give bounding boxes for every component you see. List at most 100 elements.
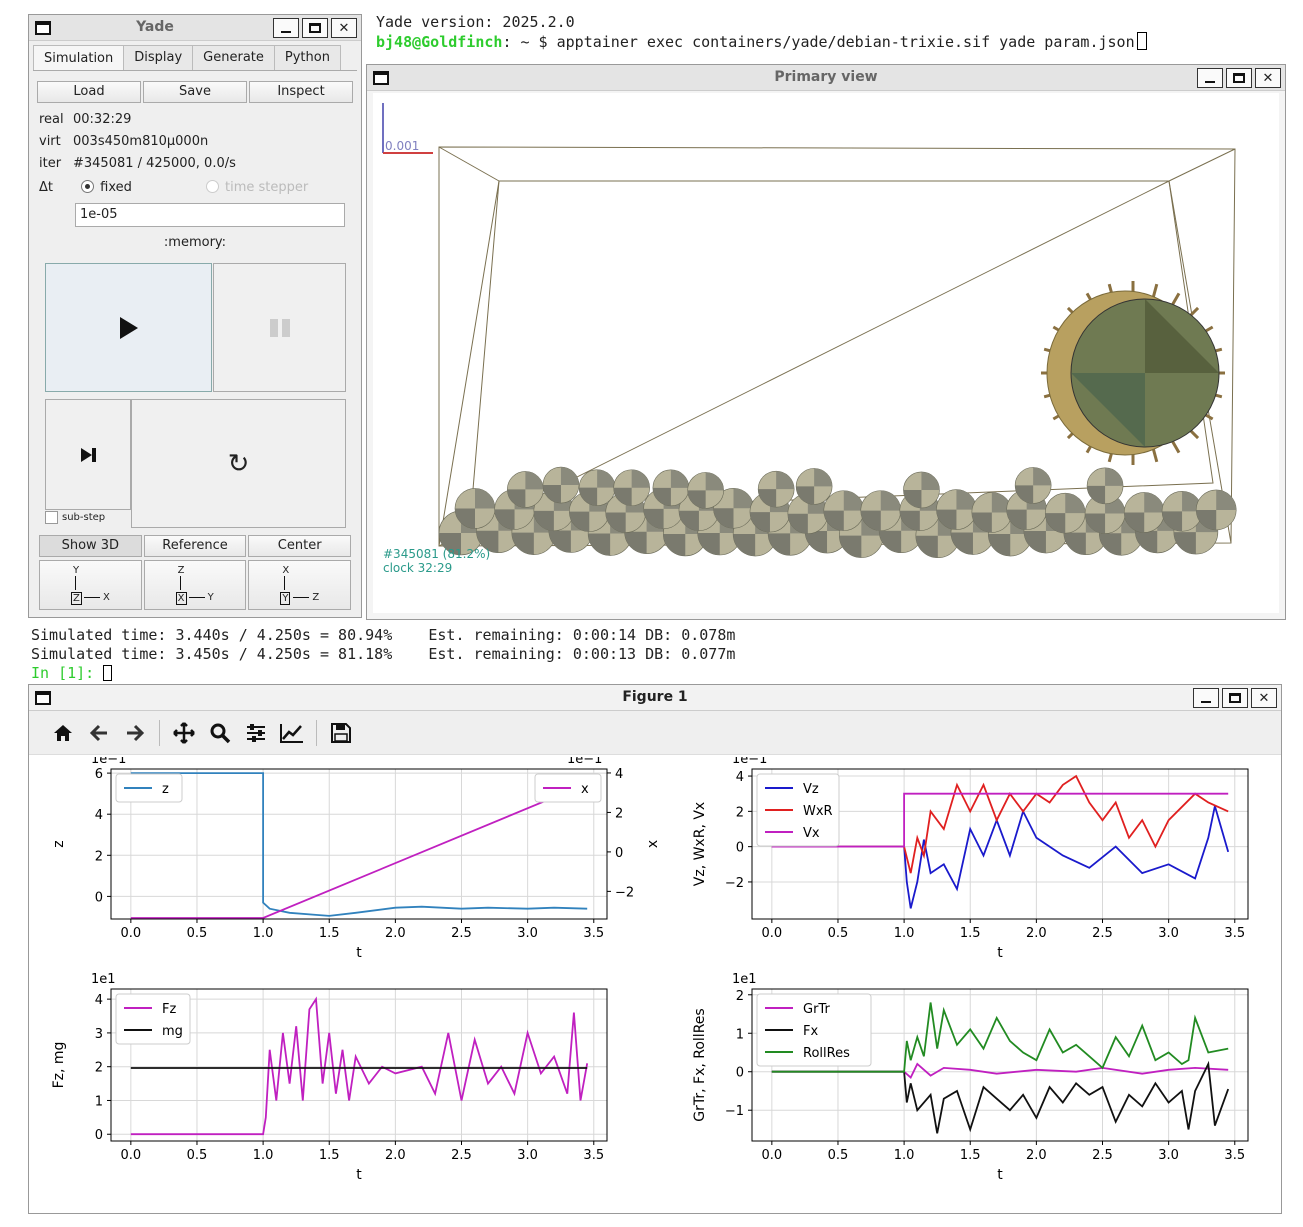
terminal-bottom[interactable]: Simulated time: 3.440s / 4.250s = 80.94%… xyxy=(28,626,1290,684)
view-xy-button[interactable]: Z X Y xyxy=(143,560,247,610)
x-tick-label: 1.5 xyxy=(960,1148,981,1163)
close-button[interactable]: ✕ xyxy=(1251,688,1277,708)
yade-titlebar[interactable]: Yade ✕ xyxy=(29,15,361,41)
show-3d-button[interactable]: Show 3D xyxy=(39,535,142,557)
pan-button[interactable] xyxy=(168,717,200,749)
particle-shade xyxy=(1006,509,1027,530)
close-button[interactable]: ✕ xyxy=(331,18,357,38)
center-button[interactable]: Center xyxy=(248,535,352,557)
window-menu-icon[interactable] xyxy=(35,691,51,705)
3d-viewport[interactable]: 0.001 #345081 (81.2%) clock 32:29 xyxy=(373,93,1279,613)
view-zx-button[interactable]: Y Z X xyxy=(39,560,142,610)
legend-label: Vx xyxy=(803,826,820,841)
particle-shade xyxy=(921,471,940,490)
terminal-prompt-path: : ~ $ xyxy=(502,33,557,51)
maximize-icon xyxy=(1229,693,1241,703)
legend-label: Fz xyxy=(162,1002,176,1017)
fixed-radio[interactable]: fixed xyxy=(81,177,132,199)
x-tick-label: 0.0 xyxy=(120,926,141,941)
minimize-button[interactable] xyxy=(273,18,299,38)
tab-generate[interactable]: Generate xyxy=(192,45,275,70)
time-stepper-label: time stepper xyxy=(225,180,309,195)
back-icon xyxy=(89,724,107,741)
tab-display[interactable]: Display xyxy=(123,45,194,70)
time-stepper-radio[interactable]: time stepper xyxy=(206,177,308,199)
y-tick-label: 2 xyxy=(95,1061,103,1076)
y-tick-label: 1 xyxy=(95,1094,103,1109)
terminal-cursor xyxy=(103,665,113,681)
y-axis-label: Fz, mg xyxy=(51,1042,67,1089)
load-button[interactable]: Load xyxy=(37,81,141,103)
particle-shade xyxy=(494,509,515,530)
figure-canvas[interactable]: 0.0 0.5 1.0 1.5 2.0 2.5 3.0 3.5 0 2 4 6 −2 0 2 4 t z x 1e−1… xyxy=(29,757,1283,1215)
substep-checkbox[interactable]: sub-step xyxy=(45,511,105,524)
terminal-top[interactable]: Yade version: 2025.2.0 bj48@Goldfinch: ~… xyxy=(370,0,1290,60)
minimize-button[interactable] xyxy=(1193,688,1219,708)
x-tick-label: 3.0 xyxy=(1158,1148,1179,1163)
figure-titlebar[interactable]: Figure 1 ✕ xyxy=(29,685,1281,711)
window-menu-icon[interactable] xyxy=(373,71,389,85)
terminal-output-line: Simulated time: 3.440s / 4.250s = 80.94%… xyxy=(31,626,736,644)
play-button[interactable] xyxy=(45,263,212,392)
configure-button[interactable] xyxy=(240,717,272,749)
legend-label: mg xyxy=(162,1024,183,1039)
zoom-button[interactable] xyxy=(204,717,236,749)
back-button[interactable] xyxy=(83,717,115,749)
minimize-button[interactable] xyxy=(1197,68,1223,88)
maximize-button[interactable] xyxy=(1226,68,1252,88)
particle-shade xyxy=(805,531,828,554)
particle-shade xyxy=(1065,493,1086,514)
x-tick-label: 1.0 xyxy=(894,1148,915,1163)
fixed-radio-indicator xyxy=(81,180,95,193)
primary-view-titlebar[interactable]: Primary view ✕ xyxy=(367,65,1285,91)
particle-shade xyxy=(697,532,720,555)
y-tick-label-right: −2 xyxy=(615,885,634,900)
tab-simulation[interactable]: Simulation xyxy=(33,45,125,70)
yade-window: Yade ✕ Simulation Display Generate Pytho… xyxy=(28,14,362,618)
chart-2: 0.0 0.5 1.0 1.5 2.0 2.5 3.0 3.5 −2 0 2 4 t Vz, WxR, V… xyxy=(692,757,1249,961)
particle-shade xyxy=(1162,511,1183,532)
x-tick-label: 2.5 xyxy=(451,1148,472,1163)
x-tick-label: 0.0 xyxy=(120,1148,141,1163)
pause-button[interactable] xyxy=(213,263,346,392)
pan-icon xyxy=(173,721,195,744)
reference-button[interactable]: Reference xyxy=(143,535,247,557)
terminal-output-line: Simulated time: 3.450s / 4.250s = 81.18%… xyxy=(31,645,736,663)
save-button[interactable]: Save xyxy=(143,81,247,103)
close-button[interactable]: ✕ xyxy=(1255,68,1281,88)
reload-button[interactable]: ↻ xyxy=(131,399,346,528)
maximize-button[interactable] xyxy=(1222,688,1248,708)
dt-input[interactable]: 1e-05 xyxy=(75,203,345,227)
home-button[interactable] xyxy=(47,717,79,749)
maximize-button[interactable] xyxy=(302,18,328,38)
inspect-button[interactable]: Inspect xyxy=(249,81,353,103)
forward-icon xyxy=(127,724,145,741)
window-menu-icon[interactable] xyxy=(35,21,51,35)
axis-box-label: Y xyxy=(280,592,291,605)
particle-shade xyxy=(823,510,844,531)
x-axis-label: t xyxy=(997,945,1003,961)
x-tick-label: 1.5 xyxy=(319,1148,340,1163)
iteration-overlay: #345081 (81.2%) xyxy=(383,547,491,561)
axis-arrow-right-icon xyxy=(188,597,205,598)
legend-label: Vz xyxy=(803,782,819,797)
iter-value: #345081 / 425000, 0.0/s xyxy=(73,156,236,171)
forward-button[interactable] xyxy=(119,717,151,749)
step-button[interactable] xyxy=(45,399,131,510)
ipython-prompt-label: In [1]: xyxy=(31,664,104,682)
x-tick-label: 0.5 xyxy=(828,1148,849,1163)
axis-arrow-up-icon xyxy=(75,576,76,590)
x-tick-label: 0.0 xyxy=(761,926,782,941)
edit-axes-button[interactable] xyxy=(276,717,308,749)
view-yz-button[interactable]: X Y Z xyxy=(248,560,352,610)
particle-shade xyxy=(1085,513,1106,534)
particle-shade xyxy=(1087,485,1106,504)
y-tick-label: 2 xyxy=(736,805,744,820)
legend-box xyxy=(756,773,840,847)
particle-shade xyxy=(579,487,598,506)
tab-python[interactable]: Python xyxy=(273,45,341,70)
axis-box-label: Z xyxy=(71,592,82,605)
particle-shade xyxy=(796,486,815,505)
save-figure-button[interactable] xyxy=(325,717,357,749)
virt-label: virt xyxy=(39,134,61,149)
